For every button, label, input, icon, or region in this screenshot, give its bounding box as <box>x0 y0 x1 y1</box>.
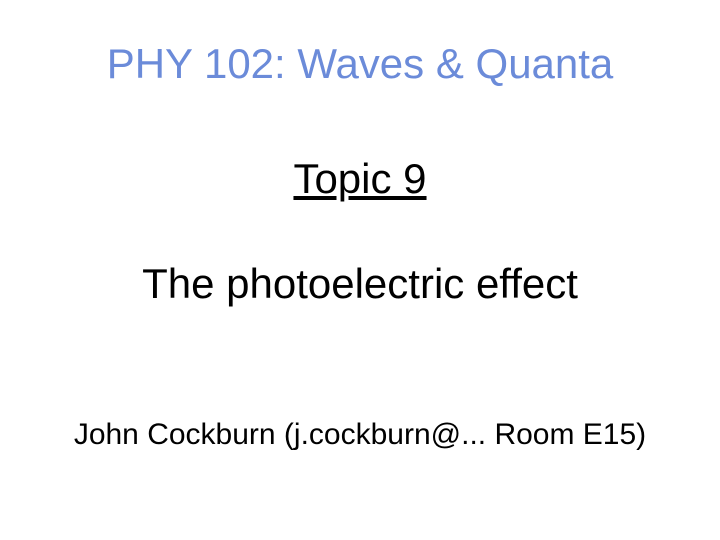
author-info: John Cockburn (j.cockburn@... Room E15) <box>0 418 720 452</box>
presentation-slide: PHY 102: Waves & Quanta Topic 9 The phot… <box>0 0 720 540</box>
topic-title: The photoelectric effect <box>0 260 720 308</box>
course-title: PHY 102: Waves & Quanta <box>0 40 720 88</box>
topic-number: Topic 9 <box>0 155 720 203</box>
